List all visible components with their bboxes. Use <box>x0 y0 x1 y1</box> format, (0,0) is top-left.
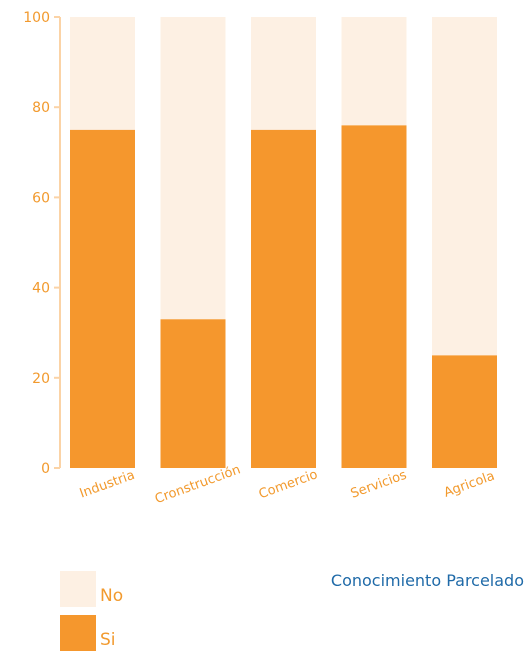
legend-label-si: Si <box>100 630 116 650</box>
bar-no <box>432 17 497 356</box>
y-tick-label: 0 <box>41 461 50 477</box>
bar-no <box>160 17 226 320</box>
bar-no <box>70 17 135 130</box>
x-category-label: Agricola <box>442 469 497 501</box>
legend-swatch-si <box>60 615 96 651</box>
bar-si <box>341 125 407 469</box>
y-tick-label: 20 <box>32 371 50 387</box>
y-tick-label: 80 <box>32 100 50 116</box>
chart-subtitle: Conocimiento Parcelado <box>330 571 524 590</box>
y-tick-label: 100 <box>23 10 50 26</box>
bar-no <box>341 17 407 126</box>
stacked-bar-chart: 0 20 40 60 80 100 Industria Cronstrucción Comer… <box>23 10 497 507</box>
y-axis: 0 20 40 60 80 100 <box>23 10 61 477</box>
x-category-label: Comercio <box>257 467 320 502</box>
legend-item-si: Si <box>60 615 116 651</box>
bar-si <box>432 355 497 468</box>
legend-label-no: No <box>100 586 124 606</box>
x-category-label: Industria <box>78 468 137 502</box>
legend-item-no: No <box>60 571 123 607</box>
x-axis-labels: Industria Cronstrucción Comercio Servicios A… <box>78 462 497 507</box>
bar-no <box>251 17 316 130</box>
x-category-label: Servicios <box>349 468 409 502</box>
bars-layer <box>70 17 497 469</box>
legend-swatch-no <box>60 571 96 607</box>
x-category-label: Cronstrucción <box>153 462 243 507</box>
y-tick-label: 40 <box>32 281 50 297</box>
bar-si <box>70 129 135 468</box>
bar-si <box>160 319 226 468</box>
bar-si <box>251 129 316 468</box>
y-tick-label: 60 <box>32 190 50 206</box>
